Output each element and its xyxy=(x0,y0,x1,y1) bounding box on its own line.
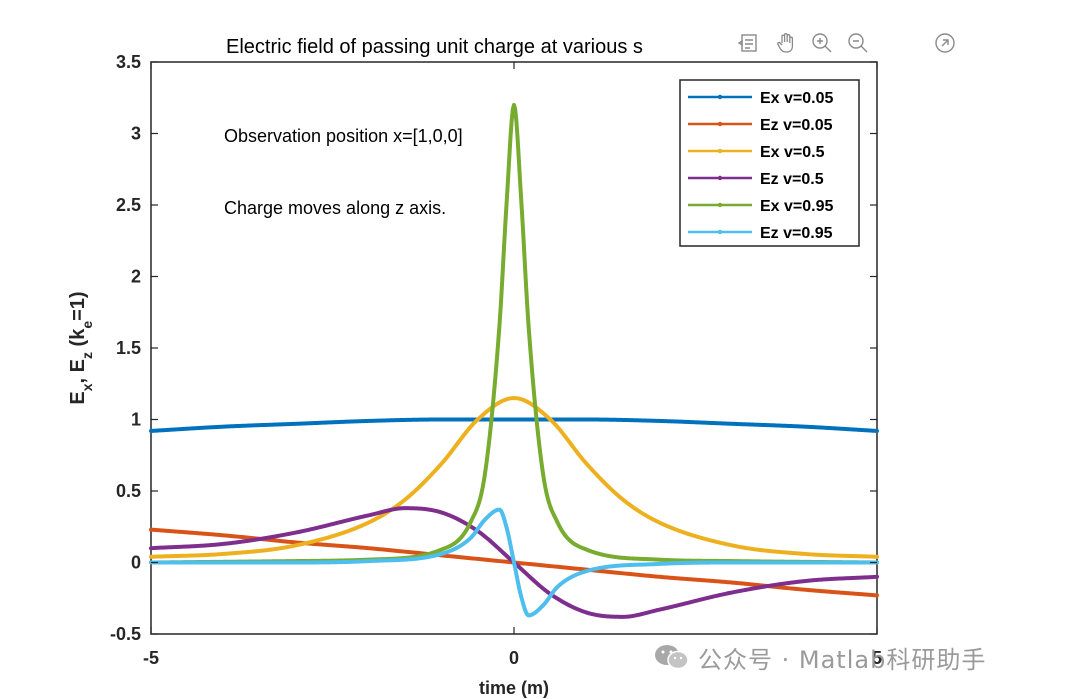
series-line-3 xyxy=(149,396,879,559)
chart-title: Electric field of passing unit charge at… xyxy=(226,36,643,58)
x-tick-label: 0 xyxy=(509,648,519,668)
legend-label: Ex v=0.95 xyxy=(760,198,834,215)
legend-entry: Ex v=0.05 xyxy=(688,90,834,107)
legend-box xyxy=(679,79,860,247)
series-layer xyxy=(149,102,879,619)
watermark-text: 公众号 · Matlab科研助手 xyxy=(698,645,987,674)
legend-marker xyxy=(717,175,723,181)
y-tick-label: 0 xyxy=(131,553,141,573)
legend-label: Ez v=0.05 xyxy=(760,117,833,134)
annotation-motion: Charge moves along z axis. xyxy=(224,198,446,218)
legend-label: Ez v=0.95 xyxy=(760,225,833,242)
wechat-icon xyxy=(655,645,689,670)
y-tick-label: 1 xyxy=(131,410,141,430)
legend-label: Ex v=0.05 xyxy=(760,90,834,107)
y-tick-label: 0.5 xyxy=(116,481,141,501)
y-tick-label: 2 xyxy=(131,267,141,287)
zoom-out-icon[interactable] xyxy=(843,28,873,58)
tick-layer: -5 0 5 -0.5 0 0.5 1 1.5 2 2.5 3 3.5 xyxy=(110,52,882,668)
data-tips-icon[interactable] xyxy=(733,28,763,58)
export-icon[interactable] xyxy=(930,28,960,58)
legend-marker xyxy=(717,94,723,100)
y-tick-label: 2.5 xyxy=(116,195,141,215)
legend-label: Ez v=0.5 xyxy=(760,171,824,188)
legend-entry: Ez v=0.5 xyxy=(688,171,824,188)
x-axis-label: time (m) xyxy=(479,678,549,698)
legend-entry: Ez v=0.05 xyxy=(688,117,833,134)
watermark: 公众号 · Matlab科研助手 xyxy=(652,640,986,674)
series-line-1 xyxy=(149,417,879,433)
x-tick-label: -5 xyxy=(143,648,159,668)
y-tick-label: -0.5 xyxy=(110,624,141,644)
zoom-in-icon[interactable] xyxy=(807,28,837,58)
legend-entry: Ez v=0.95 xyxy=(688,225,833,242)
legend-label: Ex v=0.5 xyxy=(760,144,825,161)
series-line-6 xyxy=(149,507,879,618)
legend-marker xyxy=(717,202,723,208)
y-tick-label: 3 xyxy=(131,124,141,144)
annotation-observation: Observation position x=[1,0,0] xyxy=(224,126,463,146)
legend-entry: Ex v=0.5 xyxy=(688,144,825,161)
x-tick-label: 5 xyxy=(872,648,882,668)
y-tick-label: 1.5 xyxy=(116,338,141,358)
y-tick-label: 3.5 xyxy=(116,52,141,72)
legend-items: Ex v=0.05 Ez v=0.05 Ex v=0.5 Ez v=0.5 Ex v=0… xyxy=(688,90,834,242)
legend-marker xyxy=(717,148,723,154)
legend-marker xyxy=(717,121,723,127)
axes-toolbar xyxy=(733,28,973,58)
legend: Ex v=0.05 Ez v=0.05 Ex v=0.5 Ez v=0.5 Ex v=0… xyxy=(679,79,860,247)
pan-hand-icon[interactable] xyxy=(771,28,801,58)
legend-marker xyxy=(717,229,723,235)
legend-entry: Ex v=0.95 xyxy=(688,198,834,215)
